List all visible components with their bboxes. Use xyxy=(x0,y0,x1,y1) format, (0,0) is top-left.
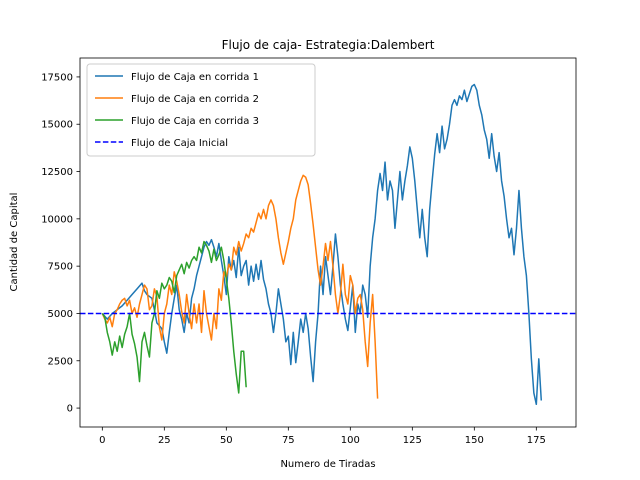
legend-label-3: Flujo de Caja en corrida 3 xyxy=(131,116,259,127)
y-tick-label: 5000 xyxy=(48,309,73,320)
x-tick-label: 175 xyxy=(527,435,546,446)
y-tick-label: 0 xyxy=(67,404,73,415)
series-line-3 xyxy=(101,240,247,394)
legend-label-4: Flujo de Caja Inicial xyxy=(131,138,228,149)
x-tick-label: 100 xyxy=(341,435,360,446)
y-tick-label: 12500 xyxy=(41,167,73,178)
x-tick-label: 0 xyxy=(99,435,105,446)
legend: Flujo de Caja en corrida 1 Flujo de Caja … xyxy=(86,63,316,157)
x-axis-label: Numero de Tiradas xyxy=(280,459,375,470)
chart-title: Flujo de caja- Estrategia:Dalembert xyxy=(222,38,435,52)
y-tick-label: 17500 xyxy=(41,72,73,83)
y-tick-label: 2500 xyxy=(48,356,73,367)
legend-box xyxy=(86,63,316,157)
y-tick-label: 15000 xyxy=(41,120,73,131)
legend-label-2: Flujo de Caja en corrida 2 xyxy=(131,94,259,105)
x-axis: 0 25 50 75 100 125 150 175 xyxy=(99,427,546,446)
x-tick-label: 75 xyxy=(282,435,295,446)
series-line-1 xyxy=(101,83,543,406)
x-tick-label: 50 xyxy=(220,435,233,446)
x-tick-label: 150 xyxy=(465,435,484,446)
x-tick-label: 25 xyxy=(158,435,171,446)
legend-label-1: Flujo de Caja en corrida 1 xyxy=(131,72,259,83)
y-tick-label: 10000 xyxy=(41,214,73,225)
plot-frame xyxy=(79,57,577,428)
y-axis: 0 2500 5000 7500 10000 12500 15000 17500 xyxy=(41,72,80,415)
plot-area xyxy=(80,83,576,406)
y-tick-label: 7500 xyxy=(48,262,73,273)
series-line-2 xyxy=(101,174,379,399)
x-tick-label: 125 xyxy=(403,435,422,446)
y-axis-label: Cantidad de Capital xyxy=(9,193,20,292)
